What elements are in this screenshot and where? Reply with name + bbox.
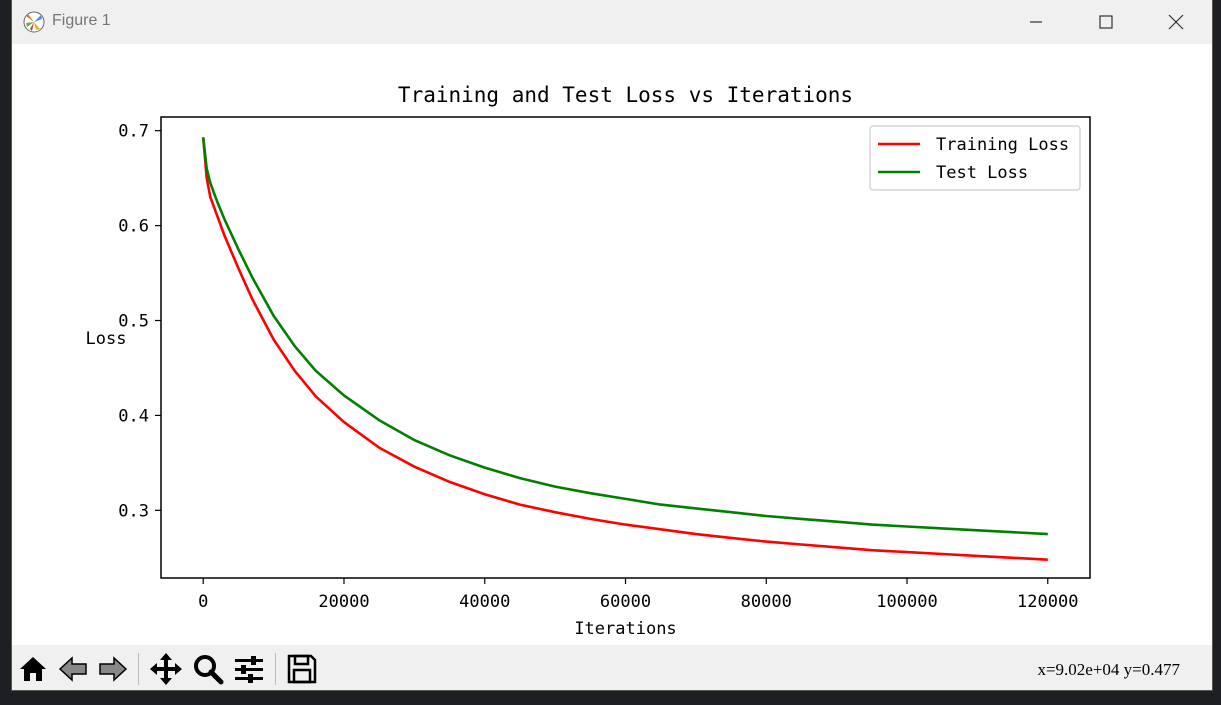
series-line-training-loss xyxy=(201,137,1048,561)
x-tick-label: 40000 xyxy=(459,592,510,612)
close-button[interactable] xyxy=(1146,0,1206,44)
minimize-icon xyxy=(1030,21,1042,23)
window-title: Figure 1 xyxy=(52,12,111,29)
x-tick-label: 20000 xyxy=(318,592,369,612)
title-bar: Figure 1 xyxy=(12,0,1212,44)
back-arrow-icon xyxy=(58,656,87,682)
maximize-icon xyxy=(1099,15,1113,29)
legend-box xyxy=(869,125,1081,191)
home-button[interactable] xyxy=(15,651,51,687)
close-icon xyxy=(1168,14,1184,30)
y-tick-label: 0.7 xyxy=(118,122,149,142)
y-tick-label: 0.6 xyxy=(118,217,149,237)
minimize-button[interactable] xyxy=(1006,0,1066,44)
navigation-toolbar: x=9.02e+04 y=0.477 xyxy=(12,645,1212,690)
x-tick-label: 80000 xyxy=(741,592,792,612)
x-tick-label: 60000 xyxy=(600,592,651,612)
home-icon xyxy=(20,657,46,681)
y-tick-label: 0.5 xyxy=(118,311,149,331)
loss-chart: Training and Test Loss vs Iterations 0 200… xyxy=(86,83,1091,639)
cursor-coordinates: x=9.02e+04 y=0.477 xyxy=(1037,660,1180,679)
pan-icon xyxy=(150,653,182,685)
forward-arrow-icon xyxy=(99,656,128,682)
maximize-button[interactable] xyxy=(1076,0,1136,44)
configure-subplots-button[interactable] xyxy=(231,651,267,687)
legend-label: Training Loss xyxy=(936,135,1069,155)
x-tick-label: 100000 xyxy=(876,592,937,612)
x-tick-label: 0 xyxy=(198,592,208,612)
y-axis-label: Loss xyxy=(86,329,127,349)
y-tick-label: 0.4 xyxy=(118,406,149,426)
editor-right-edge xyxy=(1212,0,1221,705)
x-axis-label: Iterations xyxy=(574,619,676,639)
matplotlib-logo-icon xyxy=(22,10,46,34)
toolbar-separator xyxy=(275,653,276,685)
save-icon xyxy=(287,654,317,684)
configure-subplots-icon xyxy=(235,656,263,683)
editor-left-edge xyxy=(0,0,12,705)
legend-label: Test Loss xyxy=(936,163,1028,183)
back-button[interactable] xyxy=(56,651,92,687)
save-button[interactable] xyxy=(284,651,320,687)
toolbar-separator xyxy=(138,653,139,685)
zoom-icon xyxy=(194,655,224,685)
chart-title: Training and Test Loss vs Iterations xyxy=(398,83,853,107)
zoom-button[interactable] xyxy=(190,651,226,687)
pan-button[interactable] xyxy=(148,651,184,687)
x-tick-label: 120000 xyxy=(1017,592,1078,612)
editor-bottom-edge xyxy=(0,690,1221,705)
series-line-test-loss xyxy=(201,137,1048,536)
figure-canvas[interactable]: Training and Test Loss vs Iterations 0 200… xyxy=(12,44,1212,645)
forward-button[interactable] xyxy=(94,651,130,687)
y-tick-label: 0.3 xyxy=(118,501,149,521)
figure-window: Figure 1 Training and Test Loss vs Itera… xyxy=(12,0,1212,690)
